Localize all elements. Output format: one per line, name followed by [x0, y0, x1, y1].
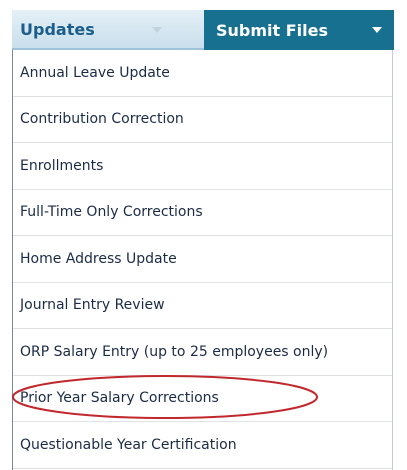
dropdown-menu: Annual Leave Update Contribution Correcti…: [12, 50, 393, 470]
tab-bar: Updates Submit Files: [12, 10, 394, 50]
tab[interactable]: Updates: [12, 10, 204, 50]
menu-item[interactable]: ORP Salary Entry (up to 25 employees onl…: [13, 329, 392, 376]
menu-item[interactable]: Prior Year Salary Corrections: [13, 376, 392, 422]
menu-item[interactable]: Annual Leave Update: [13, 50, 392, 97]
tab[interactable]: Submit Files: [204, 10, 394, 50]
menu-item[interactable]: Home Address Update: [13, 236, 392, 283]
menu-item[interactable]: Contribution Correction: [13, 97, 392, 143]
menu-item[interactable]: Full-Time Only Corrections: [13, 190, 392, 236]
dropdown-arrow: [372, 27, 382, 33]
menu-item[interactable]: Journal Entry Review: [13, 283, 392, 329]
menu-item[interactable]: Enrollments: [13, 143, 392, 190]
tab-label: Updates: [20, 19, 95, 39]
tab-label: Submit Files: [216, 20, 329, 40]
dropdown-arrow: [152, 27, 162, 33]
